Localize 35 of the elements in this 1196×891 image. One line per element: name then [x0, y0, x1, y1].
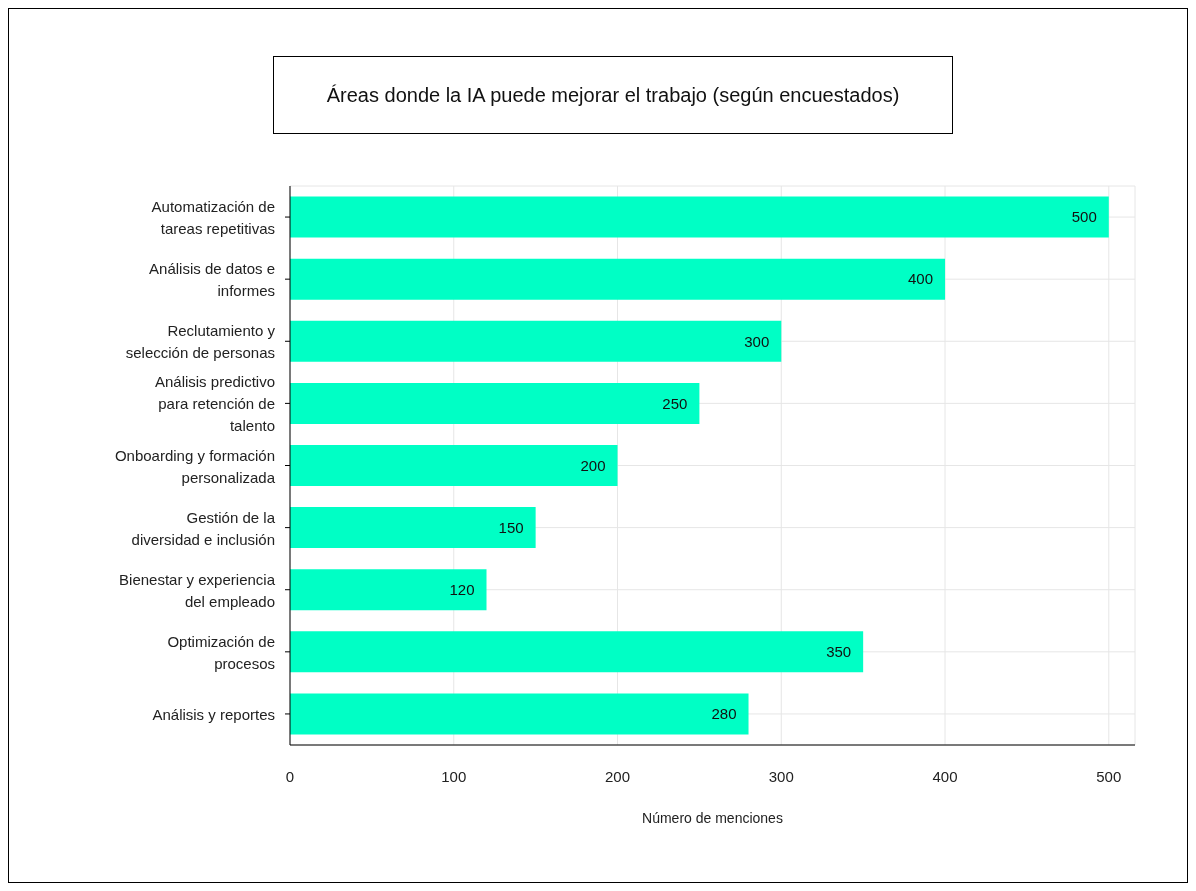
bar [290, 693, 749, 735]
y-tick-label: Bienestar y experiencia del empleado [119, 570, 276, 610]
y-tick-label: Análisis y reportes [152, 705, 275, 723]
y-tick-label: Optimización de procesos [167, 632, 275, 672]
y-tick-label: Gestión de la diversidad e inclusión [131, 508, 276, 548]
x-tick-label: 0 [285, 767, 295, 785]
y-tick-label: Análisis de datos e informes [149, 259, 275, 299]
x-tick-label: 500 [1096, 767, 1122, 785]
data-label: 150 [498, 518, 524, 536]
data-label: 300 [744, 332, 770, 350]
data-label: 280 [711, 705, 737, 723]
data-label: 500 [1071, 208, 1097, 226]
data-label: 200 [580, 456, 606, 474]
bar [290, 569, 487, 611]
y-tick-label: Automatización de tareas repetitivas [151, 197, 275, 237]
bar [290, 196, 1109, 238]
y-tick-label: Onboarding y formación personalizada [114, 446, 276, 485]
x-tick-label: 300 [768, 767, 794, 785]
bar [290, 445, 618, 486]
x-tick-label: 100 [441, 767, 467, 785]
bar [290, 631, 864, 673]
x-axis-title: Número de menciones [642, 810, 783, 826]
data-label: 120 [449, 581, 475, 599]
bar [290, 320, 782, 362]
x-tick-label: 200 [605, 767, 631, 785]
y-tick-label: Análisis predictivo para retención de talento [154, 372, 275, 434]
bar [290, 507, 536, 549]
bar [290, 258, 946, 300]
y-tick-label: Reclutamiento y selección de personas [125, 321, 276, 361]
bar [290, 382, 700, 424]
x-tick-label: 400 [932, 767, 958, 785]
data-label: 350 [826, 643, 852, 661]
chart-title: Áreas donde la IA puede mejorar el trabajo (según encuestados) [273, 56, 953, 134]
data-label: 250 [662, 394, 688, 412]
data-label: 400 [908, 270, 934, 288]
